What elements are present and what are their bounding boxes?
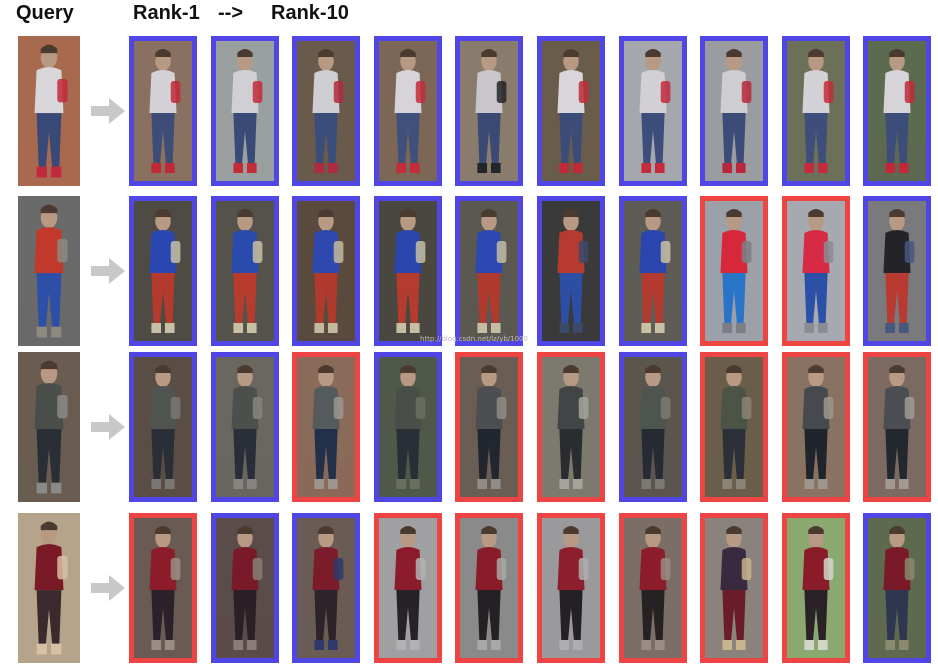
rank-8-image bbox=[700, 352, 768, 502]
rank-4-image bbox=[374, 352, 442, 502]
rank-3-image bbox=[292, 513, 360, 663]
rank-5-image bbox=[455, 196, 523, 346]
rank-5-image bbox=[455, 352, 523, 502]
rank-6-image bbox=[537, 513, 605, 663]
rank-start-header: Rank-1 bbox=[133, 2, 200, 24]
arrow-right-icon bbox=[91, 414, 125, 440]
watermark-text: http://blog.csdn.net/lz/yb/1000 bbox=[420, 335, 528, 343]
rank-4-image bbox=[374, 196, 442, 346]
query-image bbox=[18, 513, 80, 663]
rank-1-image bbox=[129, 196, 197, 346]
rank-7-image bbox=[619, 36, 687, 186]
rank-2-image bbox=[211, 36, 279, 186]
rank-8-image bbox=[700, 513, 768, 663]
rank-10-image bbox=[863, 513, 931, 663]
rank-4-image bbox=[374, 513, 442, 663]
rank-9-image bbox=[782, 36, 850, 186]
rank-arrow-header: --> bbox=[218, 2, 243, 24]
query-image bbox=[18, 352, 80, 502]
rank-9-image bbox=[782, 352, 850, 502]
rank-6-image bbox=[537, 352, 605, 502]
rank-1-image bbox=[129, 513, 197, 663]
rank-1-image bbox=[129, 352, 197, 502]
rank-7-image bbox=[619, 352, 687, 502]
query-image bbox=[18, 36, 80, 186]
rank-7-image bbox=[619, 196, 687, 346]
query-header: Query bbox=[16, 2, 74, 24]
rank-7-image bbox=[619, 513, 687, 663]
rank-6-image bbox=[537, 196, 605, 346]
rank-3-image bbox=[292, 36, 360, 186]
rank-2-image bbox=[211, 513, 279, 663]
rank-9-image bbox=[782, 196, 850, 346]
rank-end-header: Rank-10 bbox=[271, 2, 349, 24]
rank-10-image bbox=[863, 352, 931, 502]
rank-4-image bbox=[374, 36, 442, 186]
rank-1-image bbox=[129, 36, 197, 186]
query-image bbox=[18, 196, 80, 346]
arrow-right-icon bbox=[91, 258, 125, 284]
rank-10-image bbox=[863, 36, 931, 186]
arrow-right-icon bbox=[91, 98, 125, 124]
rank-3-image bbox=[292, 352, 360, 502]
rank-3-image bbox=[292, 196, 360, 346]
rank-6-image bbox=[537, 36, 605, 186]
rank-8-image bbox=[700, 196, 768, 346]
arrow-right-icon bbox=[91, 575, 125, 601]
rank-9-image bbox=[782, 513, 850, 663]
rank-2-image bbox=[211, 196, 279, 346]
rank-5-image bbox=[455, 513, 523, 663]
rank-2-image bbox=[211, 352, 279, 502]
rank-10-image bbox=[863, 196, 931, 346]
rank-8-image bbox=[700, 36, 768, 186]
rank-5-image bbox=[455, 36, 523, 186]
